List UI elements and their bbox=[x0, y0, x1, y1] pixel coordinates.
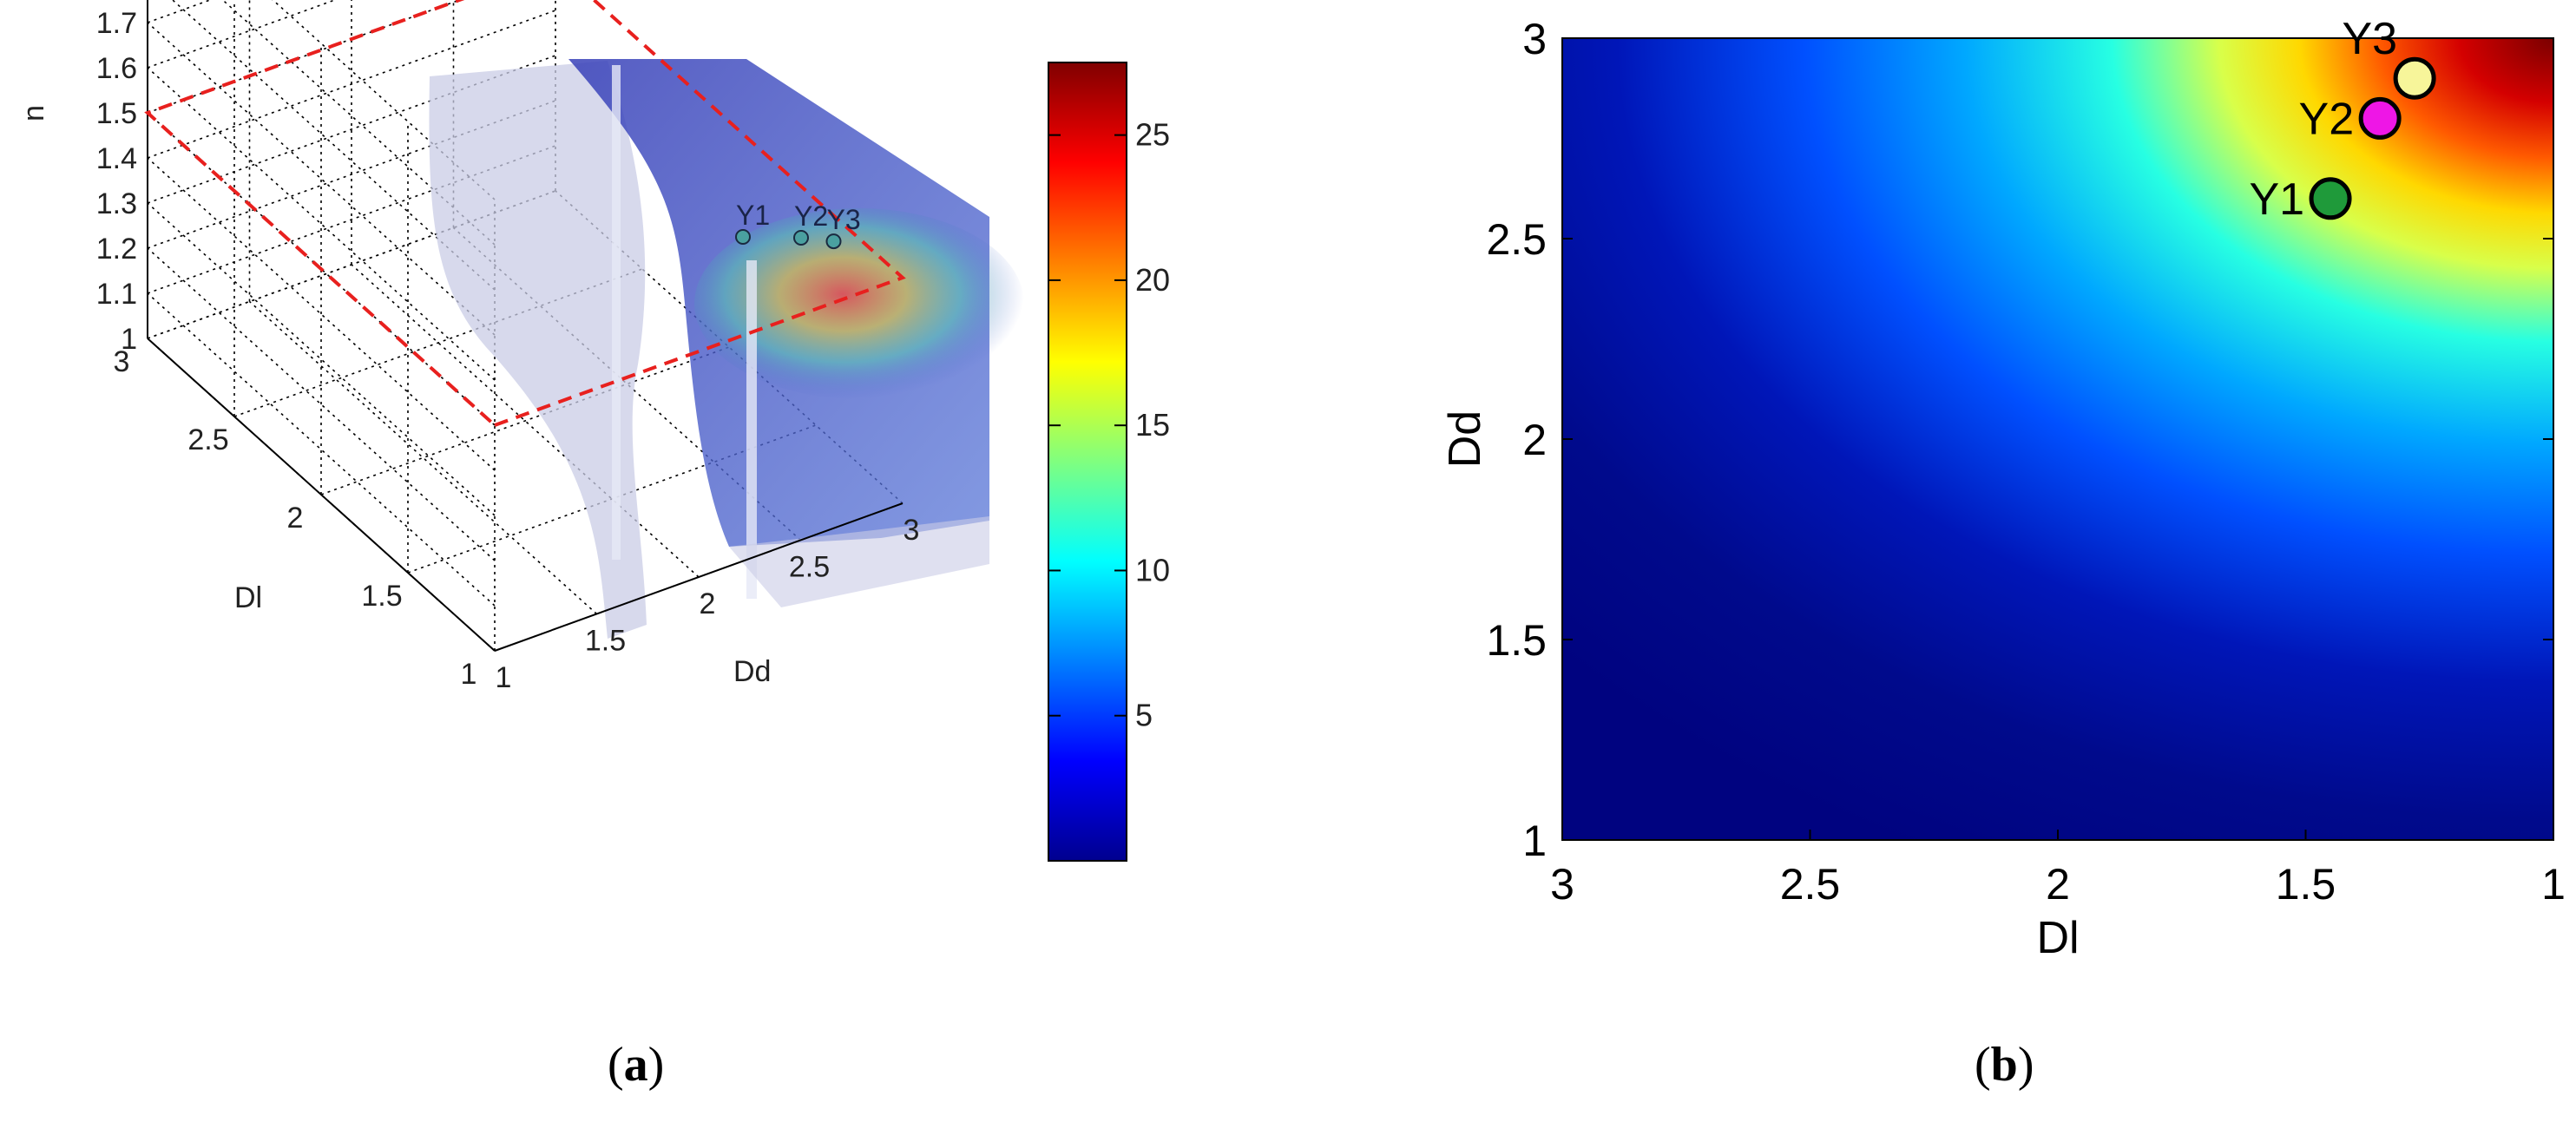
y-tick-label: 1 bbox=[1522, 817, 1547, 865]
panel-a-x-axis-label: Dd bbox=[733, 655, 771, 688]
panel-a-z-axis-label: n bbox=[17, 105, 50, 121]
point-marker bbox=[793, 230, 809, 246]
y-tick-label: 1.5 bbox=[1486, 616, 1547, 665]
panel-b-letter: b bbox=[1990, 1038, 2018, 1092]
axis-line bbox=[494, 502, 904, 652]
axis-line bbox=[147, 338, 496, 652]
panel-a-letter: a bbox=[623, 1038, 648, 1092]
floor-grid-line bbox=[248, 300, 598, 615]
colorbar-tick-label: 25 bbox=[1135, 117, 1170, 153]
tick-label: 1.6 bbox=[96, 52, 137, 85]
colorbar-ticks: 5 10 15 20 25 bbox=[1048, 117, 1170, 733]
tick-label: 1.5 bbox=[585, 625, 626, 658]
x-tick-label: 1 bbox=[2541, 860, 2566, 909]
panel-b-y-axis-label: Dd bbox=[1440, 410, 1490, 468]
tick-label: 3 bbox=[904, 514, 920, 547]
n-plane-boundary bbox=[144, 0, 906, 428]
tick-label: 2.5 bbox=[789, 551, 830, 584]
isosurface-slit bbox=[612, 65, 621, 560]
isosurface-slit bbox=[746, 260, 757, 599]
point-marker bbox=[2358, 96, 2402, 140]
tick-label: 1 bbox=[121, 323, 137, 356]
y-tick-label: 2.5 bbox=[1486, 215, 1547, 264]
colorbar-tick-label: 5 bbox=[1135, 698, 1153, 733]
tick-label: 1.5 bbox=[361, 580, 402, 613]
tick-label: 1 bbox=[461, 658, 477, 691]
point-label: Y1 bbox=[2249, 174, 2304, 225]
back-wall-grid-line bbox=[147, 10, 556, 159]
point-label: Y1 bbox=[736, 200, 770, 231]
tick-label: 3 bbox=[114, 345, 130, 378]
tick-label: 1.5 bbox=[96, 97, 137, 130]
x-tick-label: 1.5 bbox=[2276, 860, 2336, 909]
panel-b-heatmap: 3 2.5 2 1.5 1 1 1.5 2 2.5 3 Y1 Y2 Y3 Dl Dd bbox=[1440, 14, 2566, 963]
colorbar-tick-label: 15 bbox=[1135, 407, 1170, 443]
point-marker bbox=[825, 233, 842, 250]
isosurface-lower-shelf bbox=[729, 516, 989, 607]
tick-label: 2.5 bbox=[187, 423, 228, 456]
panel-b-points: Y1 Y2 Y3 bbox=[2249, 14, 2436, 225]
x-tick-label: 3 bbox=[1550, 860, 1574, 909]
y-tick-label: 3 bbox=[1522, 15, 1547, 63]
panel-a-y-axis-label: Dl bbox=[234, 581, 262, 614]
panel-a-caption: (a) bbox=[608, 1038, 665, 1092]
tick-label: 1 bbox=[496, 661, 512, 694]
x-tick-label: 2 bbox=[2046, 860, 2070, 909]
panel-a-tick-labels: 11.522.5311.522.5311.11.21.31.41.51.61.7… bbox=[96, 7, 920, 694]
panel-b-x-axis-label: Dl bbox=[2036, 913, 2079, 963]
colorbar-tick-label: 20 bbox=[1135, 262, 1170, 298]
point-marker bbox=[735, 229, 751, 245]
point-marker bbox=[2393, 56, 2436, 100]
point-marker bbox=[2309, 177, 2352, 220]
tick-label: 1.3 bbox=[96, 187, 137, 220]
side-wall-grid-line bbox=[147, 157, 496, 471]
panel-a-isosurface bbox=[429, 59, 1024, 639]
isosurface-hot-spot bbox=[694, 208, 1024, 399]
heatmap-field bbox=[1562, 38, 2553, 840]
tick-label: 2 bbox=[287, 502, 304, 535]
tick-label: 1.4 bbox=[96, 142, 137, 175]
floor-grid-line bbox=[320, 346, 730, 495]
side-wall-grid-line bbox=[147, 247, 496, 561]
tick-label: 1.2 bbox=[96, 233, 137, 266]
side-wall-grid-line bbox=[147, 202, 496, 516]
colorbar-tick-label: 10 bbox=[1135, 552, 1170, 587]
side-wall-grid-line bbox=[147, 67, 496, 381]
y-tick-label: 2 bbox=[1522, 416, 1547, 464]
point-label: Y3 bbox=[2343, 14, 2398, 64]
point-label: Y2 bbox=[794, 200, 828, 232]
side-wall-grid-line bbox=[147, 292, 496, 607]
point-label: Y3 bbox=[827, 204, 861, 235]
point-label: Y2 bbox=[2299, 94, 2355, 144]
floor-grid-line bbox=[351, 264, 700, 578]
x-tick-label: 2.5 bbox=[1780, 860, 1841, 909]
side-wall-grid-line bbox=[147, 22, 496, 336]
tick-label: 1.7 bbox=[96, 7, 137, 40]
panel-b-caption: (b) bbox=[1975, 1038, 2034, 1092]
isosurface-grey-sheet bbox=[429, 61, 647, 639]
panel-b-ticks: 3 2.5 2 1.5 1 1 1.5 2 2.5 3 bbox=[1486, 15, 2565, 909]
colorbar bbox=[1048, 62, 1127, 862]
tick-label: 2 bbox=[700, 587, 716, 620]
tick-label: 1.1 bbox=[96, 278, 137, 311]
